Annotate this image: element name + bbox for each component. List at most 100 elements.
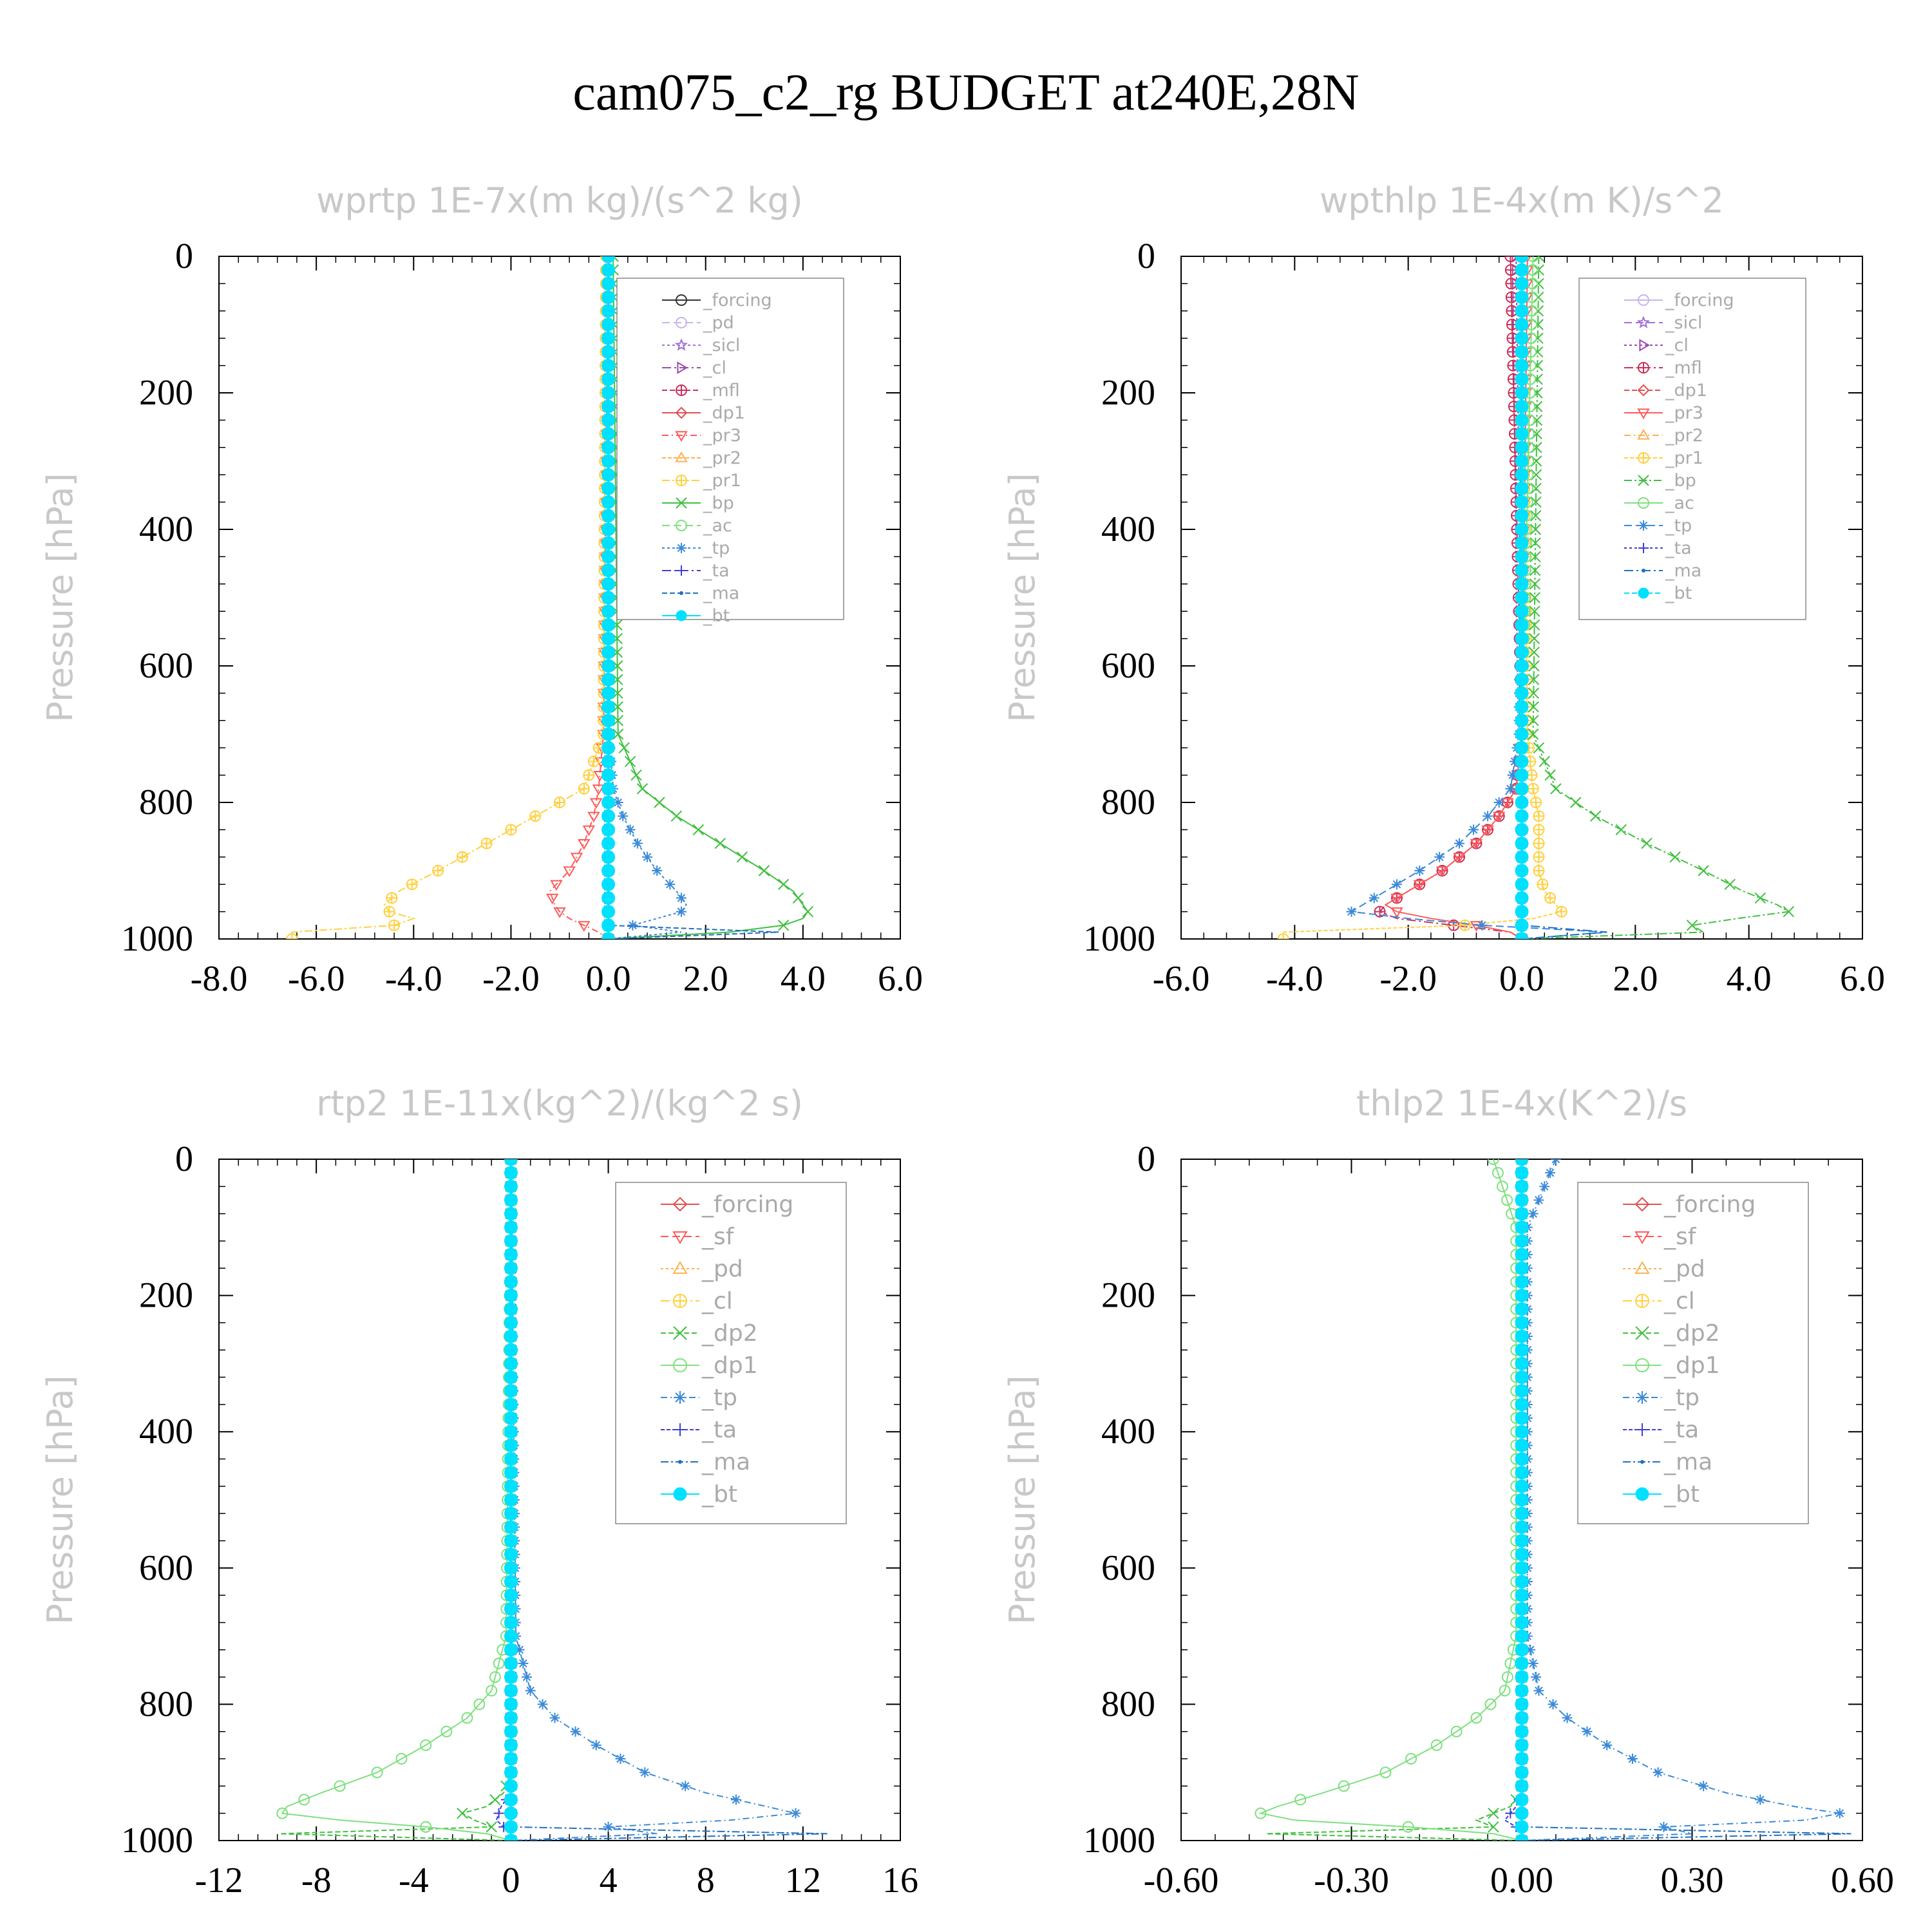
legend-label: _ma	[703, 583, 739, 603]
legend-entry: _pr3	[662, 426, 741, 446]
chart-panel-2: wpthlp 1E-4x(m K)/s^2 Pressure [hPa] -6.0 -…	[1002, 180, 1885, 999]
y-tick-label: 200	[1101, 1276, 1155, 1316]
data-point	[1450, 1725, 1463, 1738]
data-point	[1533, 742, 1545, 753]
data-point	[1515, 700, 1529, 714]
panel-title: wprtp 1E-7x(m kg)/(s^2 kg)	[316, 180, 803, 221]
data-point	[1537, 878, 1549, 891]
data-point	[1533, 264, 1544, 276]
series-bt	[504, 1159, 518, 1841]
y-tick-label: 200	[139, 373, 193, 413]
y-tick-label: 1000	[121, 1821, 193, 1861]
data-point	[504, 1670, 518, 1684]
legend-entry: _dp1	[661, 1352, 758, 1379]
series-bt	[601, 256, 616, 939]
data-point	[670, 810, 683, 822]
data-point	[1562, 1712, 1573, 1723]
data-point	[1515, 1697, 1529, 1711]
data-point	[1515, 509, 1529, 523]
legend-marker	[674, 338, 688, 351]
legend-marker	[1637, 384, 1650, 397]
data-point	[1505, 1808, 1516, 1819]
data-point	[1277, 933, 1289, 939]
data-point	[1686, 920, 1698, 931]
data-point	[665, 879, 676, 890]
legend-marker	[1634, 1231, 1650, 1244]
data-point	[1527, 256, 1539, 262]
legend-marker	[673, 1294, 687, 1308]
data-point	[383, 905, 395, 918]
legend-entry: _tp	[662, 538, 730, 558]
data-point	[1515, 1261, 1529, 1275]
data-point	[1532, 305, 1544, 317]
data-point	[1374, 905, 1386, 918]
data-point	[1488, 1807, 1499, 1819]
data-point	[601, 809, 616, 823]
x-tick-label: -0.30	[1314, 1861, 1389, 1900]
legend-entry: _bt	[1623, 1481, 1700, 1508]
data-point	[1515, 618, 1529, 632]
legend-entry: _sf	[1623, 1224, 1697, 1250]
data-point	[1414, 866, 1425, 876]
data-point	[1470, 839, 1483, 850]
data-point	[504, 1615, 518, 1629]
data-point	[286, 933, 298, 939]
data-point	[489, 1671, 501, 1683]
data-point	[1515, 549, 1529, 564]
data-point	[1627, 1754, 1638, 1765]
data-point	[570, 853, 583, 864]
data-point	[601, 618, 616, 632]
data-point	[504, 1506, 518, 1520]
y-tick-label: 600	[1101, 1548, 1155, 1588]
x-tick-label: 8	[697, 1861, 715, 1900]
legend-entry: _ac	[1624, 493, 1694, 513]
data-point	[1338, 1780, 1350, 1792]
data-point	[1529, 592, 1540, 603]
legend-marker	[676, 497, 687, 509]
data-point	[1669, 851, 1681, 863]
data-point	[1515, 304, 1529, 318]
data-point	[1515, 331, 1529, 345]
data-point	[1515, 276, 1529, 290]
legend-label: _ma	[1665, 561, 1701, 581]
y-tick-label: 0	[175, 236, 193, 276]
data-point	[1533, 256, 1545, 262]
data-point	[601, 782, 616, 796]
panel-title: rtp2 1E-11x(kg^2)/(kg^2 s)	[316, 1083, 803, 1124]
data-point	[545, 893, 559, 905]
data-point	[1515, 932, 1529, 939]
legend-marker	[678, 1460, 682, 1464]
data-point	[1528, 619, 1540, 631]
data-point	[601, 263, 616, 277]
legend-entry: _pr2	[1624, 426, 1703, 446]
data-point	[549, 1712, 560, 1723]
y-tick-label: 600	[139, 1548, 193, 1588]
data-point	[1482, 811, 1493, 822]
x-tick-label: 2.0	[683, 959, 728, 999]
data-point	[802, 905, 814, 918]
legend-marker	[675, 406, 688, 419]
data-point	[1492, 811, 1506, 823]
legend-label: _pr3	[1665, 403, 1703, 423]
x-tick-label: -8	[301, 1861, 332, 1900]
data-point	[1515, 1329, 1529, 1343]
data-point	[601, 632, 616, 646]
legend-entry: _ta	[1624, 538, 1692, 558]
legend-entry: _ta	[662, 561, 730, 581]
data-point	[504, 1438, 518, 1452]
data-point	[714, 837, 726, 849]
legend-marker	[1638, 543, 1649, 553]
data-point	[1515, 256, 1529, 263]
x-tick-label: -0.60	[1144, 1861, 1219, 1900]
data-point	[601, 741, 616, 755]
data-point	[1515, 1166, 1529, 1180]
data-point	[1484, 1698, 1497, 1710]
data-point	[1528, 1208, 1539, 1219]
data-point	[504, 1466, 518, 1480]
data-point	[504, 1207, 518, 1221]
data-point	[1515, 1765, 1529, 1779]
data-point	[601, 837, 616, 851]
data-point	[601, 686, 616, 700]
data-point	[504, 1316, 518, 1330]
data-point	[601, 891, 616, 905]
